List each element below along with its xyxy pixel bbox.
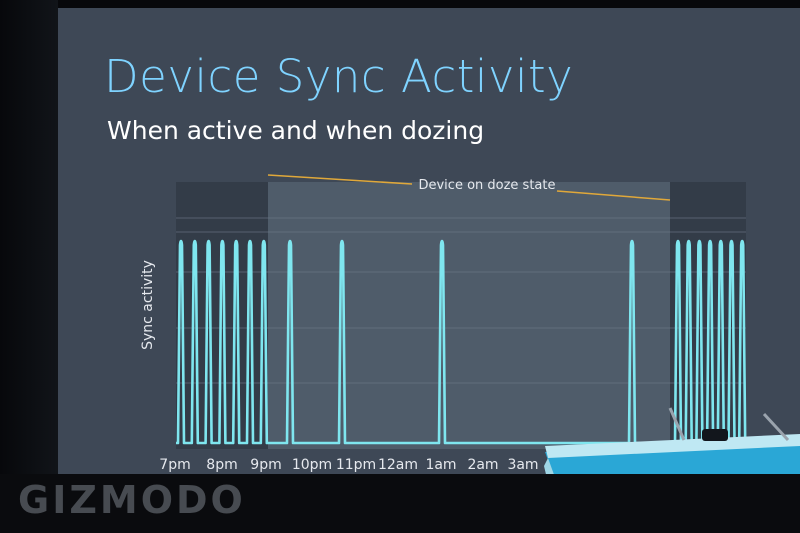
x-tick-label: 12am xyxy=(378,457,418,473)
slide-subtitle: When active and when dozing xyxy=(107,116,485,145)
x-tick-label: 10pm xyxy=(292,457,332,473)
doze-bracket-right xyxy=(556,190,671,201)
watermark-logo: GIZMODO xyxy=(18,478,246,522)
doze-state-band xyxy=(268,182,670,449)
microphone-left xyxy=(668,407,686,441)
y-axis-label: Sync activity xyxy=(140,260,156,350)
x-tick-label: 7pm xyxy=(159,457,190,473)
stage-floor xyxy=(0,474,800,533)
x-tick-label: 1am xyxy=(425,457,456,473)
stage-left-shadow xyxy=(0,0,58,533)
doze-state-label: Device on doze state xyxy=(418,178,555,193)
microphone-right xyxy=(762,412,790,442)
podium-device xyxy=(702,429,728,441)
doze-bracket-left xyxy=(267,174,413,185)
x-tick-label: 3am xyxy=(507,457,538,473)
x-tick-label: 9pm xyxy=(250,457,281,473)
x-tick-label: 8pm xyxy=(206,457,237,473)
podium-top-edge xyxy=(545,434,800,458)
slide-title: Device Sync Activity xyxy=(104,50,574,103)
x-tick-label: 11pm xyxy=(336,457,376,473)
x-tick-label: 2am xyxy=(467,457,498,473)
